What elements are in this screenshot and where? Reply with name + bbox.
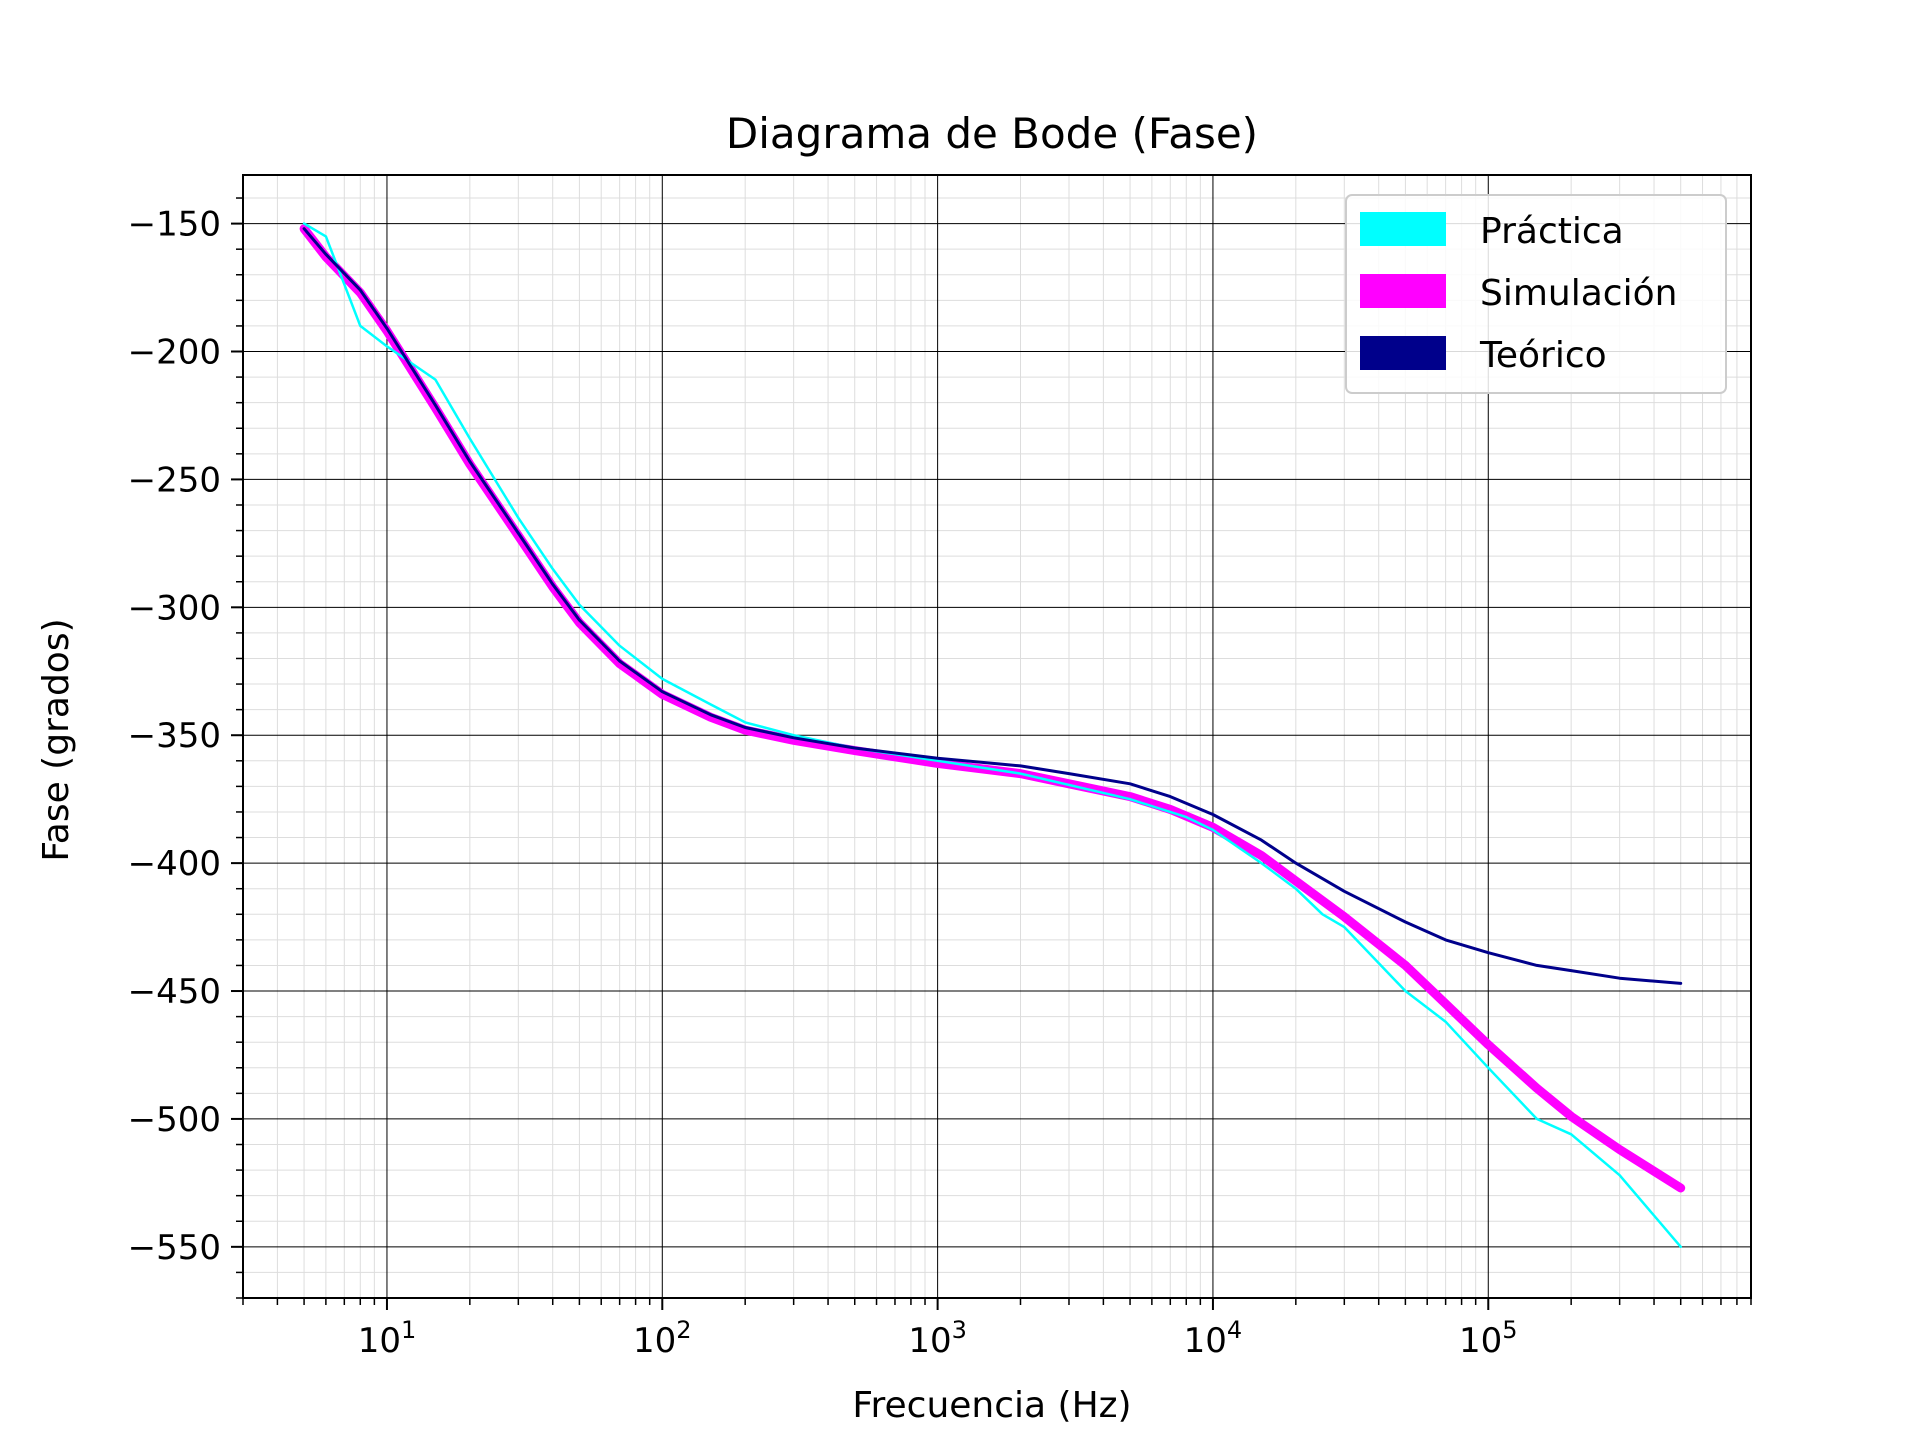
series-layer <box>299 222 1686 1249</box>
y-tick-label: −550 <box>128 1228 221 1268</box>
y-tick-label: −500 <box>128 1100 221 1140</box>
x-tick-label: 103 <box>908 1316 967 1361</box>
y-tick-label: −300 <box>128 588 221 628</box>
legend-swatch-practica <box>1360 212 1446 246</box>
x-axis-title: Frecuencia (Hz) <box>852 1385 1131 1426</box>
minor-grid <box>242 175 1752 1299</box>
y-tick-label: −450 <box>128 972 221 1012</box>
y-tick-label: −400 <box>128 844 221 884</box>
y-tick-label: −350 <box>128 716 221 756</box>
legend-label-practica: Práctica <box>1480 211 1624 252</box>
y-tick-label: −250 <box>128 460 221 500</box>
x-tick-label: 104 <box>1184 1316 1243 1361</box>
x-tick-label: 101 <box>358 1316 417 1361</box>
y-tick-label: −150 <box>128 205 221 245</box>
ticks-layer: 101 102 103 104 105 −150 −200 −250 −300 −350 −400 −… <box>128 197 1752 1361</box>
legend: Práctica Simulación Teórico <box>1345 194 1727 394</box>
legend-label-teorico: Teórico <box>1479 335 1607 376</box>
legend-label-simulacion: Simulación <box>1480 273 1677 314</box>
x-tick-label: 102 <box>633 1316 692 1361</box>
y-axis-title: Fase (grados) <box>36 618 77 861</box>
chart-title: Diagrama de Bode (Fase) <box>726 109 1258 158</box>
plot-frame <box>242 174 1752 1299</box>
series-line-2 <box>302 227 1683 985</box>
y-tick-label: −200 <box>128 333 221 373</box>
x-tick-label: 105 <box>1459 1316 1518 1361</box>
legend-swatch-simulacion <box>1360 274 1446 308</box>
legend-swatch-teorico <box>1360 336 1446 370</box>
series-line-0 <box>302 222 1682 1249</box>
